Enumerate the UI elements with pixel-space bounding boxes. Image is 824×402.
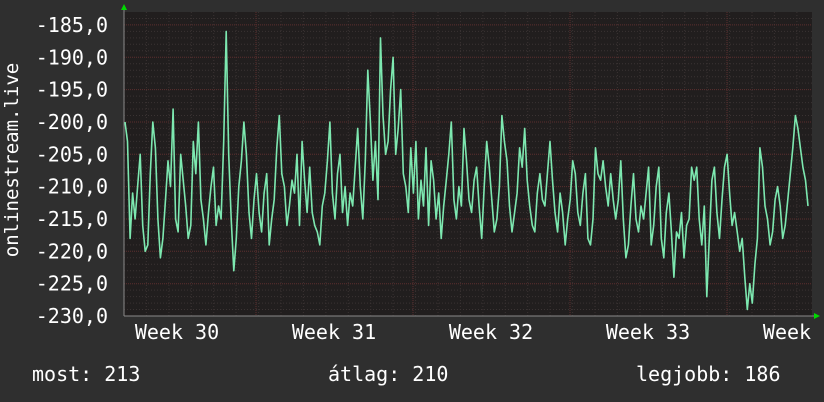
stats-bar: most: 213 átlag: 210 legjobb: 186 bbox=[0, 362, 824, 390]
y-axis-arrow bbox=[121, 4, 127, 10]
stat-current: most: 213 bbox=[32, 362, 141, 386]
y-tick-label: -190,0 bbox=[36, 45, 108, 69]
y-tick-label: -210,0 bbox=[36, 175, 108, 199]
y-tick-label: -230,0 bbox=[36, 304, 108, 328]
x-axis-arrow bbox=[814, 313, 820, 319]
y-tick-label: -225,0 bbox=[36, 272, 108, 296]
y-tick-label: -195,0 bbox=[36, 78, 108, 102]
x-tick-label: Week 32 bbox=[449, 320, 533, 344]
x-tick-label: Week 31 bbox=[292, 320, 376, 344]
x-tick-label: Week bbox=[763, 320, 811, 344]
y-tick-label: -215,0 bbox=[36, 207, 108, 231]
y-axis-title-wrap: onlinestream.live bbox=[0, 40, 24, 280]
series-line bbox=[124, 30, 809, 311]
stat-best: legjobb: 186 bbox=[636, 362, 781, 386]
x-tick-label: Week 30 bbox=[135, 320, 219, 344]
x-tick-label: Week 33 bbox=[606, 320, 690, 344]
stat-average: átlag: 210 bbox=[328, 362, 449, 386]
y-tick-label: -220,0 bbox=[36, 239, 108, 263]
y-tick-label: -205,0 bbox=[36, 142, 108, 166]
y-tick-label: -185,0 bbox=[36, 13, 108, 37]
plot-area bbox=[124, 12, 812, 316]
y-axis-title: onlinestream.live bbox=[1, 62, 23, 258]
y-tick-label: -200,0 bbox=[36, 110, 108, 134]
